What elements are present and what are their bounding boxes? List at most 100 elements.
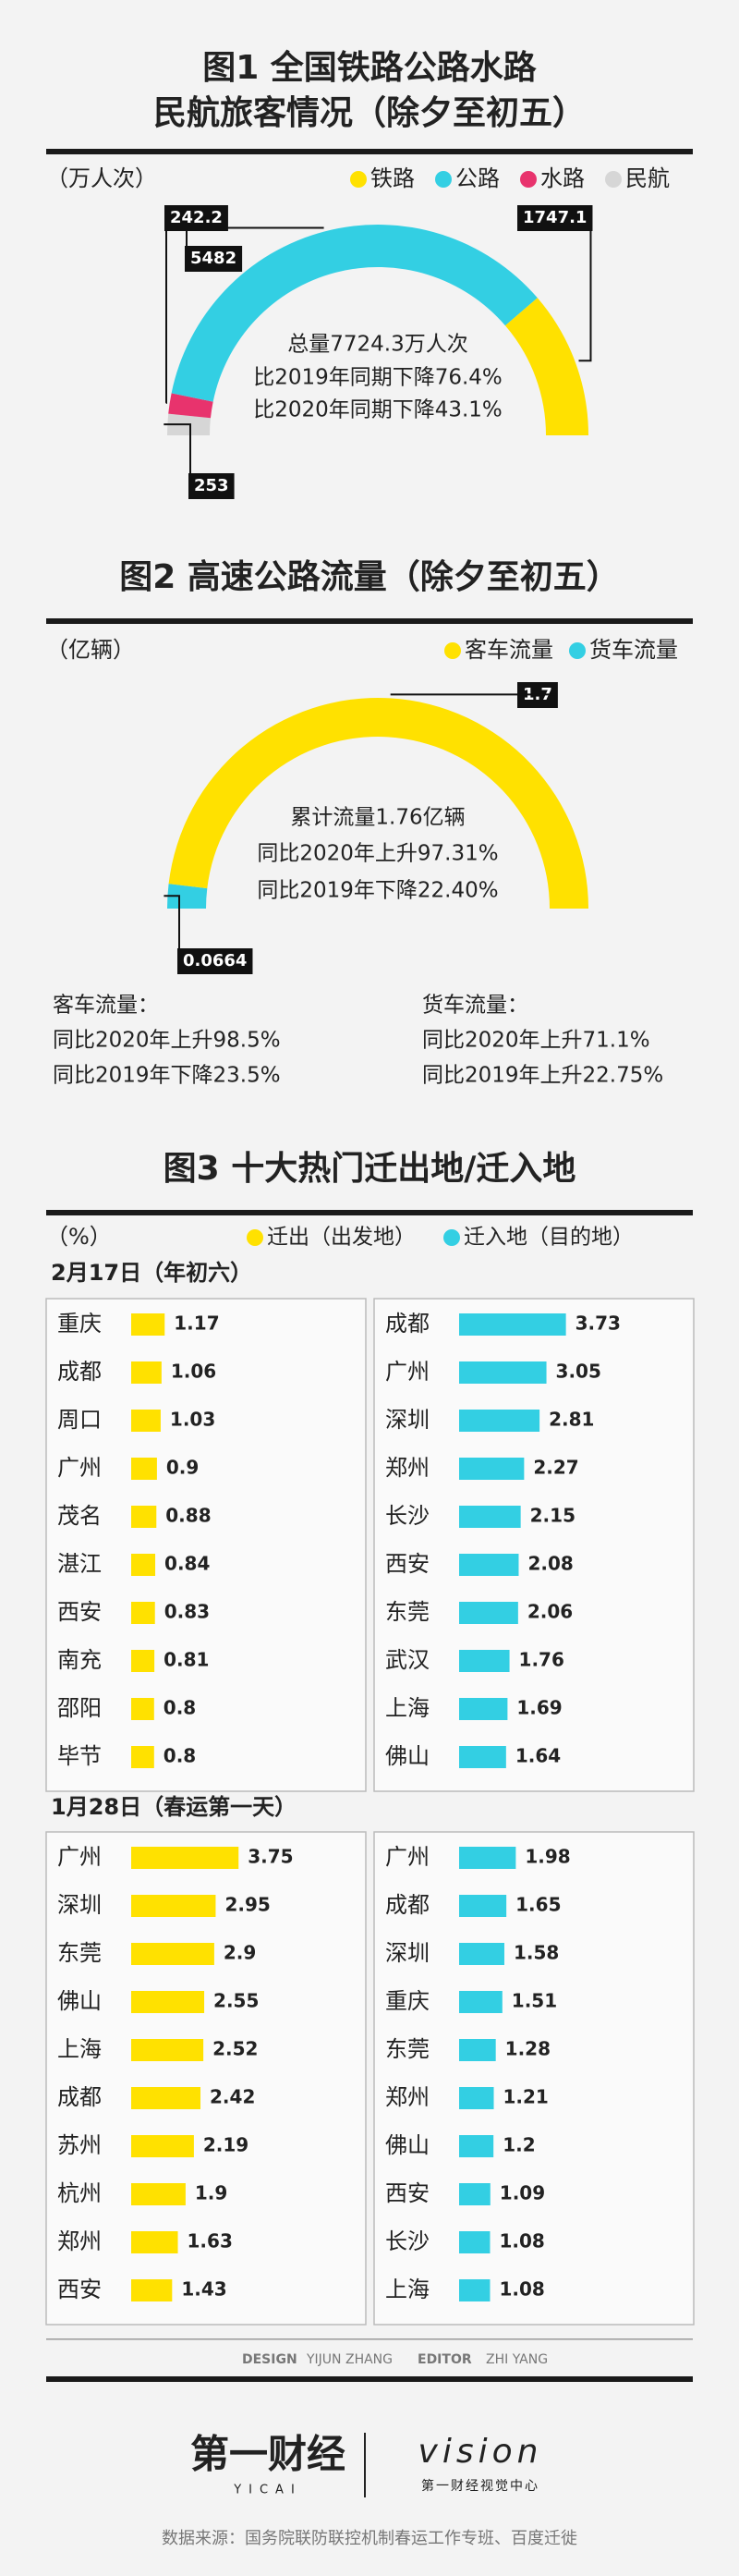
category-label: 东莞 xyxy=(385,1599,430,1625)
annotation: 累计流量1.76亿辆 xyxy=(290,806,465,830)
category-label: 深圳 xyxy=(385,1940,430,1966)
value-label-box xyxy=(164,205,228,231)
bar xyxy=(131,1650,155,1672)
logo-divider xyxy=(364,2433,366,2497)
bar xyxy=(459,1554,519,1576)
bar xyxy=(131,1943,214,1965)
annotation: 同比2020年上升97.31% xyxy=(257,842,498,866)
bar xyxy=(131,1506,157,1528)
chart-title: 民航旅客情况（除夕至初五） xyxy=(153,93,586,132)
category-label: 深圳 xyxy=(385,1407,430,1433)
legend-swatch xyxy=(443,1229,460,1246)
category-label: 成都 xyxy=(57,1359,102,1385)
rule xyxy=(46,618,693,624)
bar xyxy=(131,1410,161,1432)
legend-swatch xyxy=(605,171,622,188)
bar xyxy=(459,1895,507,1917)
rule xyxy=(46,1210,693,1215)
unit-label: （%） xyxy=(46,1224,112,1250)
category-label: 重庆 xyxy=(385,1988,430,2014)
value-label: 1.08 xyxy=(499,2278,544,2301)
chart-title: 图1 全国铁路公路水路 xyxy=(202,48,538,87)
value-label: 2.9 xyxy=(224,1942,256,1964)
value-label: 3.75 xyxy=(248,1846,293,1868)
category-label: 佛山 xyxy=(385,2132,430,2158)
value-label: 1.43 xyxy=(181,2278,226,2301)
value-label: 253 xyxy=(194,476,229,495)
value-label: 1.51 xyxy=(512,1990,557,2012)
logo-brand-en: YICAI xyxy=(233,2484,302,2497)
value-label: 1.69 xyxy=(516,1697,562,1719)
bar xyxy=(131,1361,162,1384)
value-label: 0.83 xyxy=(164,1601,210,1623)
category-label: 上海 xyxy=(57,2036,102,2062)
category-label: 杭州 xyxy=(57,2180,102,2206)
legend-swatch xyxy=(435,171,452,188)
bar xyxy=(131,1458,157,1480)
annotation: 同比2019年下降22.40% xyxy=(257,879,498,903)
value-label: 0.88 xyxy=(165,1505,211,1527)
chart-title: 图2 高速公路流量（除夕至初五） xyxy=(119,558,620,596)
bar xyxy=(459,2279,491,2301)
bar xyxy=(459,1847,516,1869)
category-label: 成都 xyxy=(57,2084,102,2110)
bar xyxy=(131,1313,165,1336)
bar xyxy=(459,1991,503,2013)
arc-segment xyxy=(504,298,588,435)
group-label: 2月17日（年初六） xyxy=(51,1260,252,1286)
bar xyxy=(459,2135,494,2157)
bar xyxy=(131,1847,239,1869)
value-label: 1.76 xyxy=(519,1649,564,1671)
bar xyxy=(131,2135,194,2157)
value-label: 0.9 xyxy=(166,1457,199,1479)
category-label: 郑州 xyxy=(385,1455,430,1481)
category-label: 郑州 xyxy=(385,2084,430,2110)
bar xyxy=(131,1554,156,1576)
category-label: 邵阳 xyxy=(57,1695,102,1721)
category-label: 周口 xyxy=(57,1407,102,1433)
category-label: 佛山 xyxy=(57,1988,102,2014)
bar xyxy=(459,1650,510,1672)
category-label: 深圳 xyxy=(57,1892,102,1918)
note: 同比2019年上升22.75% xyxy=(422,1064,663,1088)
category-label: 佛山 xyxy=(385,1743,430,1769)
legend-swatch xyxy=(247,1229,263,1246)
category-label: 郑州 xyxy=(57,2228,102,2254)
value-label: 2.19 xyxy=(203,2134,248,2156)
bar xyxy=(131,1991,205,2013)
legend-label: 迁出（出发地） xyxy=(267,1226,416,1250)
value-label: 2.15 xyxy=(530,1505,575,1527)
category-label: 上海 xyxy=(385,2277,430,2302)
category-label: 广州 xyxy=(57,1844,102,1870)
annotation: 比2019年同期下降76.4% xyxy=(253,366,503,390)
value-label: 1.03 xyxy=(170,1409,215,1431)
value-label: 1.28 xyxy=(505,2038,551,2060)
bar xyxy=(459,2183,491,2205)
arc-segment xyxy=(168,393,213,419)
category-label: 毕节 xyxy=(57,1743,102,1769)
legend-label: 货车流量 xyxy=(589,637,678,663)
value-label: 2.08 xyxy=(527,1553,573,1575)
category-label: 成都 xyxy=(385,1311,430,1337)
bar xyxy=(131,2279,173,2301)
bar xyxy=(459,1458,525,1480)
value-label: 2.42 xyxy=(210,2086,255,2108)
bar xyxy=(131,2183,186,2205)
bar xyxy=(131,1746,154,1768)
credit: YIJUN ZHANG xyxy=(306,2352,393,2367)
value-label: 2.27 xyxy=(533,1457,578,1479)
value-label: 1.21 xyxy=(503,2086,549,2108)
value-label: 5482 xyxy=(190,249,236,268)
category-label: 西安 xyxy=(57,1599,102,1625)
value-label: 1.58 xyxy=(514,1942,559,1964)
value-label: 0.84 xyxy=(164,1553,210,1575)
category-label: 上海 xyxy=(385,1695,430,1721)
value-label: 2.55 xyxy=(213,1990,259,2012)
note: 同比2020年上升98.5% xyxy=(53,1029,281,1053)
value-label: 1.17 xyxy=(174,1312,219,1335)
logo-vision-sub: 第一财经视觉中心 xyxy=(421,2478,539,2494)
legend-swatch xyxy=(350,171,367,188)
legend-label: 水路 xyxy=(540,165,585,191)
value-label: 1.64 xyxy=(515,1745,561,1767)
